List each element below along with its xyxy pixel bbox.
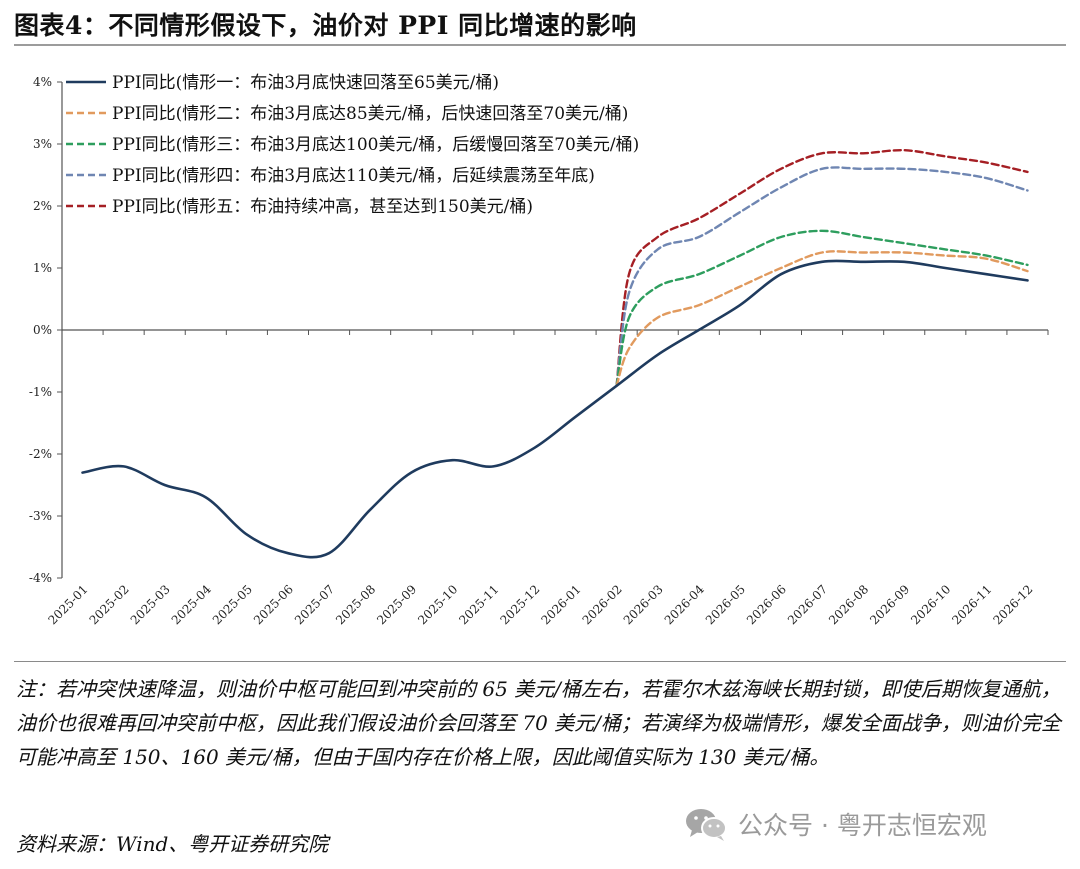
source-line: 资料来源：Wind、粤开证券研究院 xyxy=(16,832,329,856)
x-tick-label: 2026-06 xyxy=(744,582,789,627)
y-tick-label: -4% xyxy=(29,571,52,585)
x-tick-label: 2025-01 xyxy=(45,582,90,627)
x-tick-label: 2026-04 xyxy=(662,582,707,627)
notes-divider xyxy=(14,661,1066,662)
x-tick-label: 2025-12 xyxy=(497,582,542,627)
legend-label-3: PPI同比(情形三：布油3月底达100美元/桶，后缓慢回落至70美元/桶) xyxy=(112,134,639,155)
y-tick-label: -1% xyxy=(29,385,52,399)
y-axis: -4% -3% -2% -1% 0% 1% 2% 3% 4% xyxy=(29,75,63,585)
series-line-2 xyxy=(615,250,1029,387)
x-tick-label: 2025-05 xyxy=(210,582,255,627)
legend-label-1: PPI同比(情形一：布油3月底快速回落至65美元/桶) xyxy=(112,73,499,93)
legend-label-2: PPI同比(情形二：布油3月底达85美元/桶，后快速回落至70美元/桶) xyxy=(112,104,628,124)
x-tick-label: 2025-11 xyxy=(456,582,501,627)
y-tick-label: 0% xyxy=(33,323,52,337)
legend: PPI同比(情形一：布油3月底快速回落至65美元/桶) PPI同比(情形二：布油3… xyxy=(66,73,639,217)
x-tick-label: 2026-02 xyxy=(580,582,625,627)
y-tick-label: 3% xyxy=(33,137,52,151)
x-tick-label: 2025-07 xyxy=(292,582,337,627)
x-tick-label: 2026-09 xyxy=(867,582,912,627)
x-tick-label: 2025-04 xyxy=(169,582,214,627)
legend-label-4: PPI同比(情形四：布油3月底达110美元/桶，后延续震荡至年底) xyxy=(112,166,595,186)
series-lines xyxy=(81,148,1029,559)
y-tick-label: -3% xyxy=(29,509,52,523)
x-tick-label: 2026-07 xyxy=(785,582,830,627)
x-tick-label: 2025-03 xyxy=(128,582,173,627)
series-line-1 xyxy=(81,259,1029,559)
x-tick-label: 2026-08 xyxy=(826,582,871,627)
y-tick-label: -2% xyxy=(29,447,52,461)
x-tick-label: 2026-01 xyxy=(538,582,583,627)
chart-title: 图表4：不同情形假设下，油价对 PPI 同比增速的影响 xyxy=(14,11,637,40)
x-tick-label: 2026-12 xyxy=(990,582,1035,627)
x-tick-label: 2025-10 xyxy=(415,582,460,627)
line-chart: -4%-3%-2%-1%0%1%2%3%4% 2025-012025-02202… xyxy=(29,73,1049,627)
x-tick-label: 2026-03 xyxy=(621,582,666,627)
legend-label-5: PPI同比(情形五：布油持续冲高，甚至达到150美元/桶) xyxy=(112,197,533,217)
chart-note: 注：若冲突快速降温，则油价中枢可能回到冲突前的 65 美元/桶左右，若霍尔木兹海… xyxy=(16,677,1061,769)
title-divider xyxy=(14,44,1066,46)
series-line-5 xyxy=(615,148,1029,387)
series-line-3 xyxy=(615,229,1029,387)
x-tick-label: 2026-10 xyxy=(908,582,953,627)
x-tick-label: 2025-06 xyxy=(251,582,296,627)
y-tick-label: 1% xyxy=(33,261,52,275)
x-tick-label: 2026-11 xyxy=(949,582,994,627)
x-tick-label: 2025-08 xyxy=(333,582,378,627)
x-tick-label: 2025-09 xyxy=(374,582,419,627)
wechat-icon xyxy=(686,809,727,841)
y-tick-label: 2% xyxy=(33,199,52,213)
x-tick-label: 2026-05 xyxy=(703,582,748,627)
x-axis: 2025-012025-022025-032025-042025-052025-… xyxy=(45,329,1049,627)
watermark: 公众号 · 粤开志恒宏观 xyxy=(684,806,987,842)
watermark-text: 公众号 · 粤开志恒宏观 xyxy=(738,811,987,840)
series-line-4 xyxy=(615,166,1029,387)
y-tick-label: 4% xyxy=(33,75,52,89)
x-tick-label: 2025-02 xyxy=(87,582,132,627)
